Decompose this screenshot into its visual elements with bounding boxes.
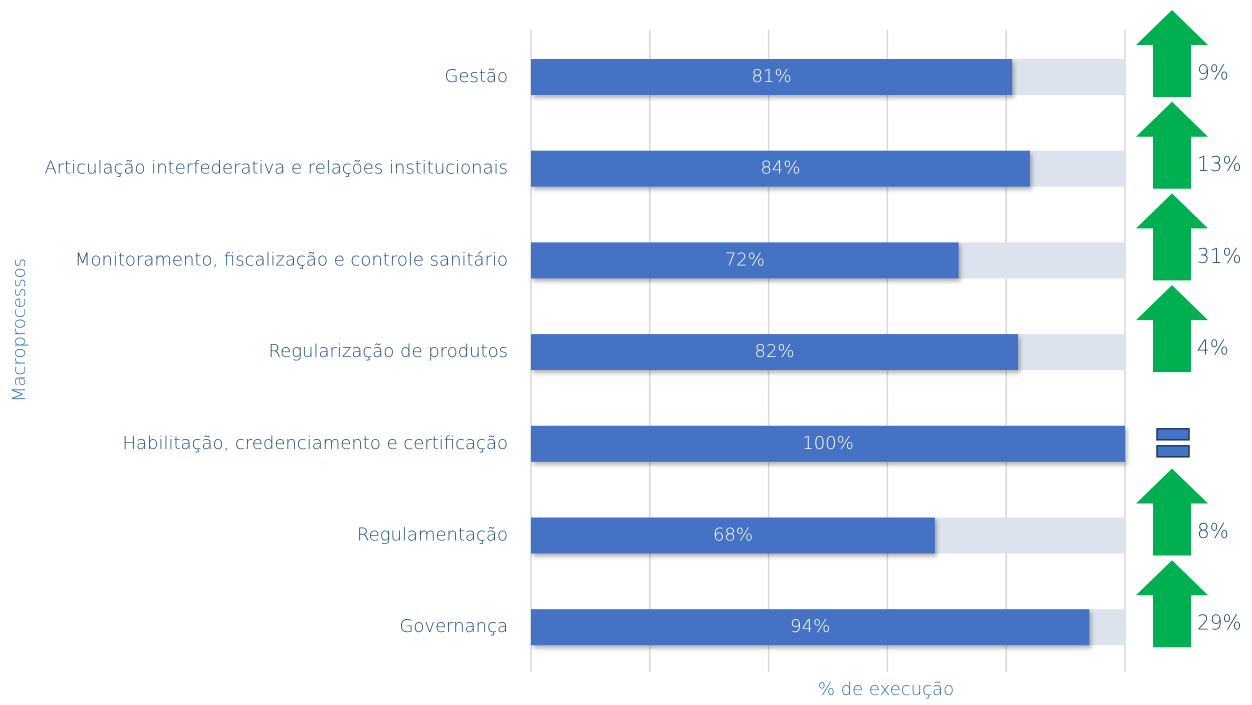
change-label: 4%	[1197, 336, 1229, 360]
value-label: 100%	[802, 433, 853, 454]
y-axis-title: Macroprocessos	[9, 258, 30, 402]
bar	[531, 334, 1019, 371]
bar	[531, 150, 1030, 187]
category-label: Monitoramento, fiscalização e controle s…	[75, 249, 508, 270]
change-label: 31%	[1197, 244, 1241, 268]
equal-icon	[1156, 445, 1190, 458]
value-label: 81%	[752, 66, 792, 87]
trend-arrow	[1136, 101, 1208, 189]
category-label: Habilitação, credenciamento e certificaç…	[122, 433, 508, 454]
value-label: 82%	[755, 341, 795, 362]
bar	[531, 517, 935, 554]
bar	[531, 425, 1125, 462]
trend-arrow	[1136, 10, 1208, 97]
category-label: Gestão	[444, 66, 508, 87]
change-label: 13%	[1197, 152, 1241, 176]
trend-arrow	[1136, 285, 1208, 373]
bar	[531, 59, 1013, 95]
value-label: 68%	[713, 525, 753, 546]
trend-arrow	[1136, 193, 1208, 281]
category-label: Regulamentação	[357, 525, 508, 546]
trend-arrow	[1136, 468, 1208, 556]
value-label: 84%	[760, 158, 800, 179]
bar	[531, 609, 1090, 646]
category-label: Articulação interfederativa e relações i…	[44, 158, 508, 179]
equal-icon	[1156, 428, 1190, 441]
x-axis-title: % de execução	[818, 679, 954, 700]
change-label: 9%	[1197, 61, 1229, 85]
value-label: 94%	[790, 616, 830, 637]
category-label: Regularização de produtos	[268, 341, 508, 362]
trend-arrow	[1136, 560, 1208, 648]
change-label: 8%	[1197, 519, 1229, 543]
bar	[531, 242, 959, 279]
value-label: 72%	[725, 249, 765, 270]
change-label: 29%	[1197, 611, 1241, 635]
category-label: Governança	[399, 616, 508, 637]
